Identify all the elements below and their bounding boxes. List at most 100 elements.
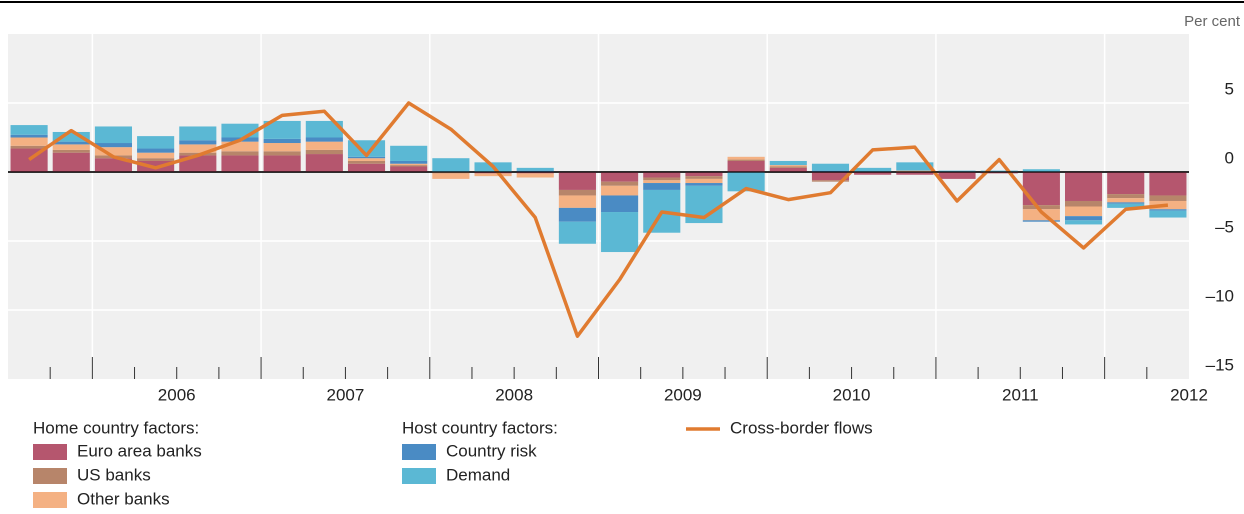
bar-segment bbox=[390, 145, 428, 161]
bar-segment bbox=[347, 163, 386, 172]
bar-segment bbox=[1064, 216, 1103, 221]
bar-segment bbox=[769, 166, 807, 168]
y-tick-label: –10 bbox=[1206, 286, 1234, 305]
bar-segment bbox=[474, 173, 512, 177]
bar-segment bbox=[811, 163, 850, 171]
legend-label: Euro area banks bbox=[77, 441, 202, 460]
bar-segment bbox=[643, 172, 681, 178]
bar-segment bbox=[10, 145, 48, 149]
bar-segment bbox=[347, 158, 386, 161]
bar-segment bbox=[558, 221, 596, 244]
legend-swatch bbox=[33, 492, 67, 508]
x-year-label: 2007 bbox=[327, 385, 365, 404]
y-tick-label: 0 bbox=[1225, 148, 1234, 167]
bar-segment bbox=[1064, 206, 1103, 217]
bar-segment bbox=[811, 180, 850, 182]
bar-segment bbox=[1149, 195, 1187, 201]
bar-segment bbox=[137, 136, 175, 149]
bar-segment bbox=[1149, 209, 1187, 211]
y-tick-label: –15 bbox=[1206, 355, 1234, 374]
bar-segment bbox=[938, 170, 976, 172]
bar-segment bbox=[52, 152, 90, 172]
bar-segment bbox=[52, 141, 90, 145]
bar-segment bbox=[52, 131, 90, 142]
bar-segment bbox=[263, 151, 301, 156]
bar-segment bbox=[263, 143, 301, 152]
bar-segment bbox=[938, 172, 976, 179]
bar-segment bbox=[558, 207, 596, 222]
bar-segment bbox=[1022, 169, 1060, 172]
bar-segment bbox=[94, 143, 133, 148]
bar-segment bbox=[263, 120, 301, 139]
legend-heading: Home country factors: bbox=[33, 418, 199, 437]
bar-segment bbox=[896, 170, 934, 172]
bar-segment bbox=[390, 166, 428, 172]
legend-swatch bbox=[33, 468, 67, 484]
legend-label: Cross-border flows bbox=[730, 418, 873, 437]
bar-segment bbox=[727, 160, 765, 172]
bar-segment bbox=[1107, 172, 1145, 195]
bar-segment bbox=[1022, 172, 1060, 206]
x-year-label: 2009 bbox=[664, 385, 702, 404]
bar-segment bbox=[305, 137, 343, 142]
bar-segment bbox=[601, 185, 639, 196]
bar-segment bbox=[10, 134, 48, 138]
bar-segment bbox=[432, 172, 470, 174]
bar-segment bbox=[52, 144, 90, 150]
bar-segment bbox=[390, 160, 428, 164]
bar-segment bbox=[516, 172, 554, 174]
bar-segment bbox=[94, 158, 133, 172]
y-tick-label: –5 bbox=[1215, 217, 1234, 236]
bar-segment bbox=[685, 176, 723, 179]
bar-segment bbox=[558, 195, 596, 208]
bar-segment bbox=[179, 126, 217, 141]
bar-segment bbox=[685, 183, 723, 186]
legend-label: US banks bbox=[77, 465, 151, 484]
bar-segment bbox=[432, 158, 470, 172]
bar-segment bbox=[980, 172, 1018, 174]
bar-segment bbox=[769, 165, 807, 167]
bar-segment bbox=[769, 167, 807, 172]
bar-segment bbox=[601, 181, 639, 186]
bar-segment bbox=[980, 170, 1018, 172]
bar-segment bbox=[516, 167, 554, 171]
bar-segment bbox=[854, 167, 892, 172]
bar-segment bbox=[347, 156, 386, 159]
bar-segment bbox=[263, 138, 301, 144]
bar-segment bbox=[643, 177, 681, 181]
bar-segment bbox=[137, 158, 175, 161]
bar-segment bbox=[347, 160, 386, 164]
bar-segment bbox=[179, 140, 217, 145]
bar-segment bbox=[727, 159, 765, 161]
legend-label: Country risk bbox=[446, 441, 537, 460]
bar-segment bbox=[474, 172, 512, 174]
bar-segment bbox=[896, 162, 934, 171]
bar-segment bbox=[94, 126, 133, 144]
bar-segment bbox=[643, 183, 681, 190]
bar-segment bbox=[516, 173, 554, 178]
bar-segment bbox=[221, 155, 259, 172]
bar-segment bbox=[685, 172, 723, 177]
x-year-label: 2006 bbox=[158, 385, 196, 404]
legend-heading: Host country factors: bbox=[402, 418, 558, 437]
bar-segment bbox=[1149, 172, 1187, 196]
line-series bbox=[28, 101, 1169, 338]
legend-swatch bbox=[33, 444, 67, 460]
y-tick-label: 5 bbox=[1225, 79, 1234, 98]
bar-segment bbox=[854, 172, 892, 175]
bar-segment bbox=[10, 125, 48, 135]
legend-swatch bbox=[402, 468, 436, 484]
bar-segment bbox=[390, 163, 428, 166]
bar-segment bbox=[137, 152, 175, 159]
x-year-label: 2010 bbox=[833, 385, 871, 404]
bar-segment bbox=[432, 173, 470, 179]
bar-segment bbox=[1064, 200, 1103, 207]
bar-segment bbox=[305, 141, 343, 150]
x-year-label: 2012 bbox=[1170, 385, 1208, 404]
bar-segment bbox=[643, 180, 681, 184]
bar-segment bbox=[811, 170, 850, 172]
bar-segment bbox=[1022, 209, 1060, 221]
bar-segment bbox=[896, 172, 934, 175]
bar-segment bbox=[1064, 220, 1103, 225]
